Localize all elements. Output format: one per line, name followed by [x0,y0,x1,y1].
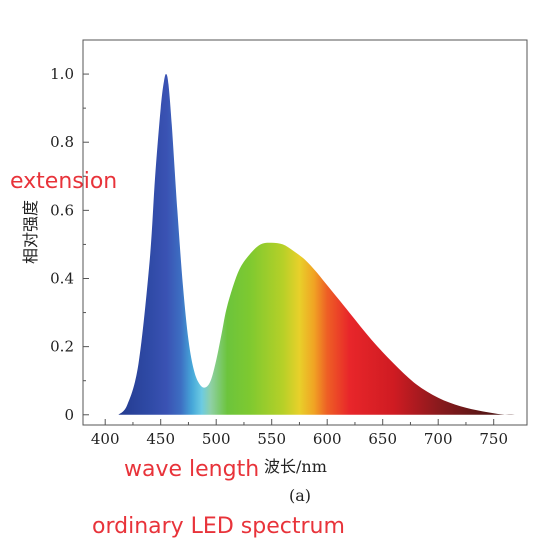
x-axis-label: 波长/nm [264,457,327,476]
x-tick-label: 600 [313,430,342,448]
x-tick-label: 400 [91,430,120,448]
plot-frame [82,39,528,426]
y-tick-label: 0 [64,406,74,424]
y-axis-label: 相对强度 [21,200,40,264]
y-tick-label: 0.8 [50,133,74,151]
x-tick-label: 500 [202,430,231,448]
spectrum-series-area [118,73,516,416]
caption: ordinary LED spectrum [92,514,345,539]
y-tick-label: 0.4 [50,269,74,287]
y-tick-label: 0.2 [50,338,74,356]
annotation-extension: extension [10,169,117,194]
x-tick-label: 750 [479,430,508,448]
x-axis: 400 450 500 550 600 650 700 750 [91,419,508,448]
x-tick-label: 450 [146,430,175,448]
panel-label: (a) [289,486,311,505]
y-tick-label: 1.0 [50,65,74,83]
x-tick-label: 700 [424,430,453,448]
y-tick-label: 0.6 [50,201,74,219]
annotation-wave-length: wave length [124,457,259,482]
spectrum-area-layer [118,73,516,416]
x-tick-label: 550 [257,430,286,448]
y-axis: 0 0.2 0.4 0.6 0.8 1.0 [50,65,89,424]
x-tick-label: 650 [368,430,397,448]
